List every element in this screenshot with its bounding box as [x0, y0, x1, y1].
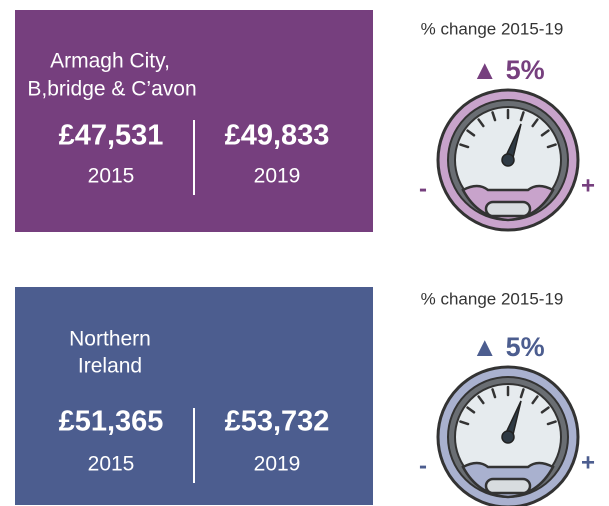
region-name: Northern [69, 328, 151, 351]
gauge-min: - [419, 175, 427, 202]
change-value: ▲ 5% [471, 332, 544, 362]
gauge-tick [531, 118, 539, 128]
amount: £49,833 [225, 120, 330, 152]
change-value: ▲ 5% [471, 55, 544, 85]
gauge-hub [501, 153, 515, 167]
gauge-tick [459, 143, 470, 149]
gauge-hub [501, 430, 515, 444]
amount: £53,732 [225, 406, 330, 438]
gauge-tick [540, 406, 550, 414]
gauge-tick [519, 388, 525, 399]
gauge-tick [477, 395, 485, 405]
gauge-button [484, 200, 532, 218]
gauge-max: + [581, 449, 595, 476]
amount: £51,365 [59, 406, 164, 438]
gauge-tick [466, 129, 476, 137]
year: 2019 [254, 165, 301, 188]
change-label: % change 2015-19 [421, 19, 564, 38]
gauge-tick [531, 395, 539, 405]
gauge-tick [491, 111, 497, 122]
region-name: B,bridge & C’avon [27, 78, 196, 101]
change-label: % change 2015-19 [421, 289, 564, 308]
panel: Northern Ireland £51,365 2015 £53,732 2019 % c… [15, 287, 595, 506]
gauge [436, 365, 580, 506]
gauge-tick [477, 118, 485, 128]
amount: £47,531 [59, 120, 164, 152]
year: 2015 [88, 453, 135, 476]
gauge-tick [491, 388, 497, 399]
year: 2015 [88, 165, 135, 188]
gauge-tick [546, 143, 557, 149]
gauge-button [484, 477, 532, 495]
gauge-tick [540, 129, 550, 137]
gauge-tick [459, 420, 470, 426]
region-name: Ireland [78, 355, 142, 378]
gauge-tick [466, 406, 476, 414]
gauge-tick [519, 111, 525, 122]
panel: Armagh City, B,bridge & C’avon £47,531 2015… [15, 10, 595, 232]
year: 2019 [254, 453, 301, 476]
gauge [436, 88, 580, 232]
region-name: Armagh City, [50, 50, 170, 73]
gauge-min: - [419, 452, 427, 479]
gauge-tick [546, 420, 557, 426]
gauge-max: + [581, 172, 595, 199]
